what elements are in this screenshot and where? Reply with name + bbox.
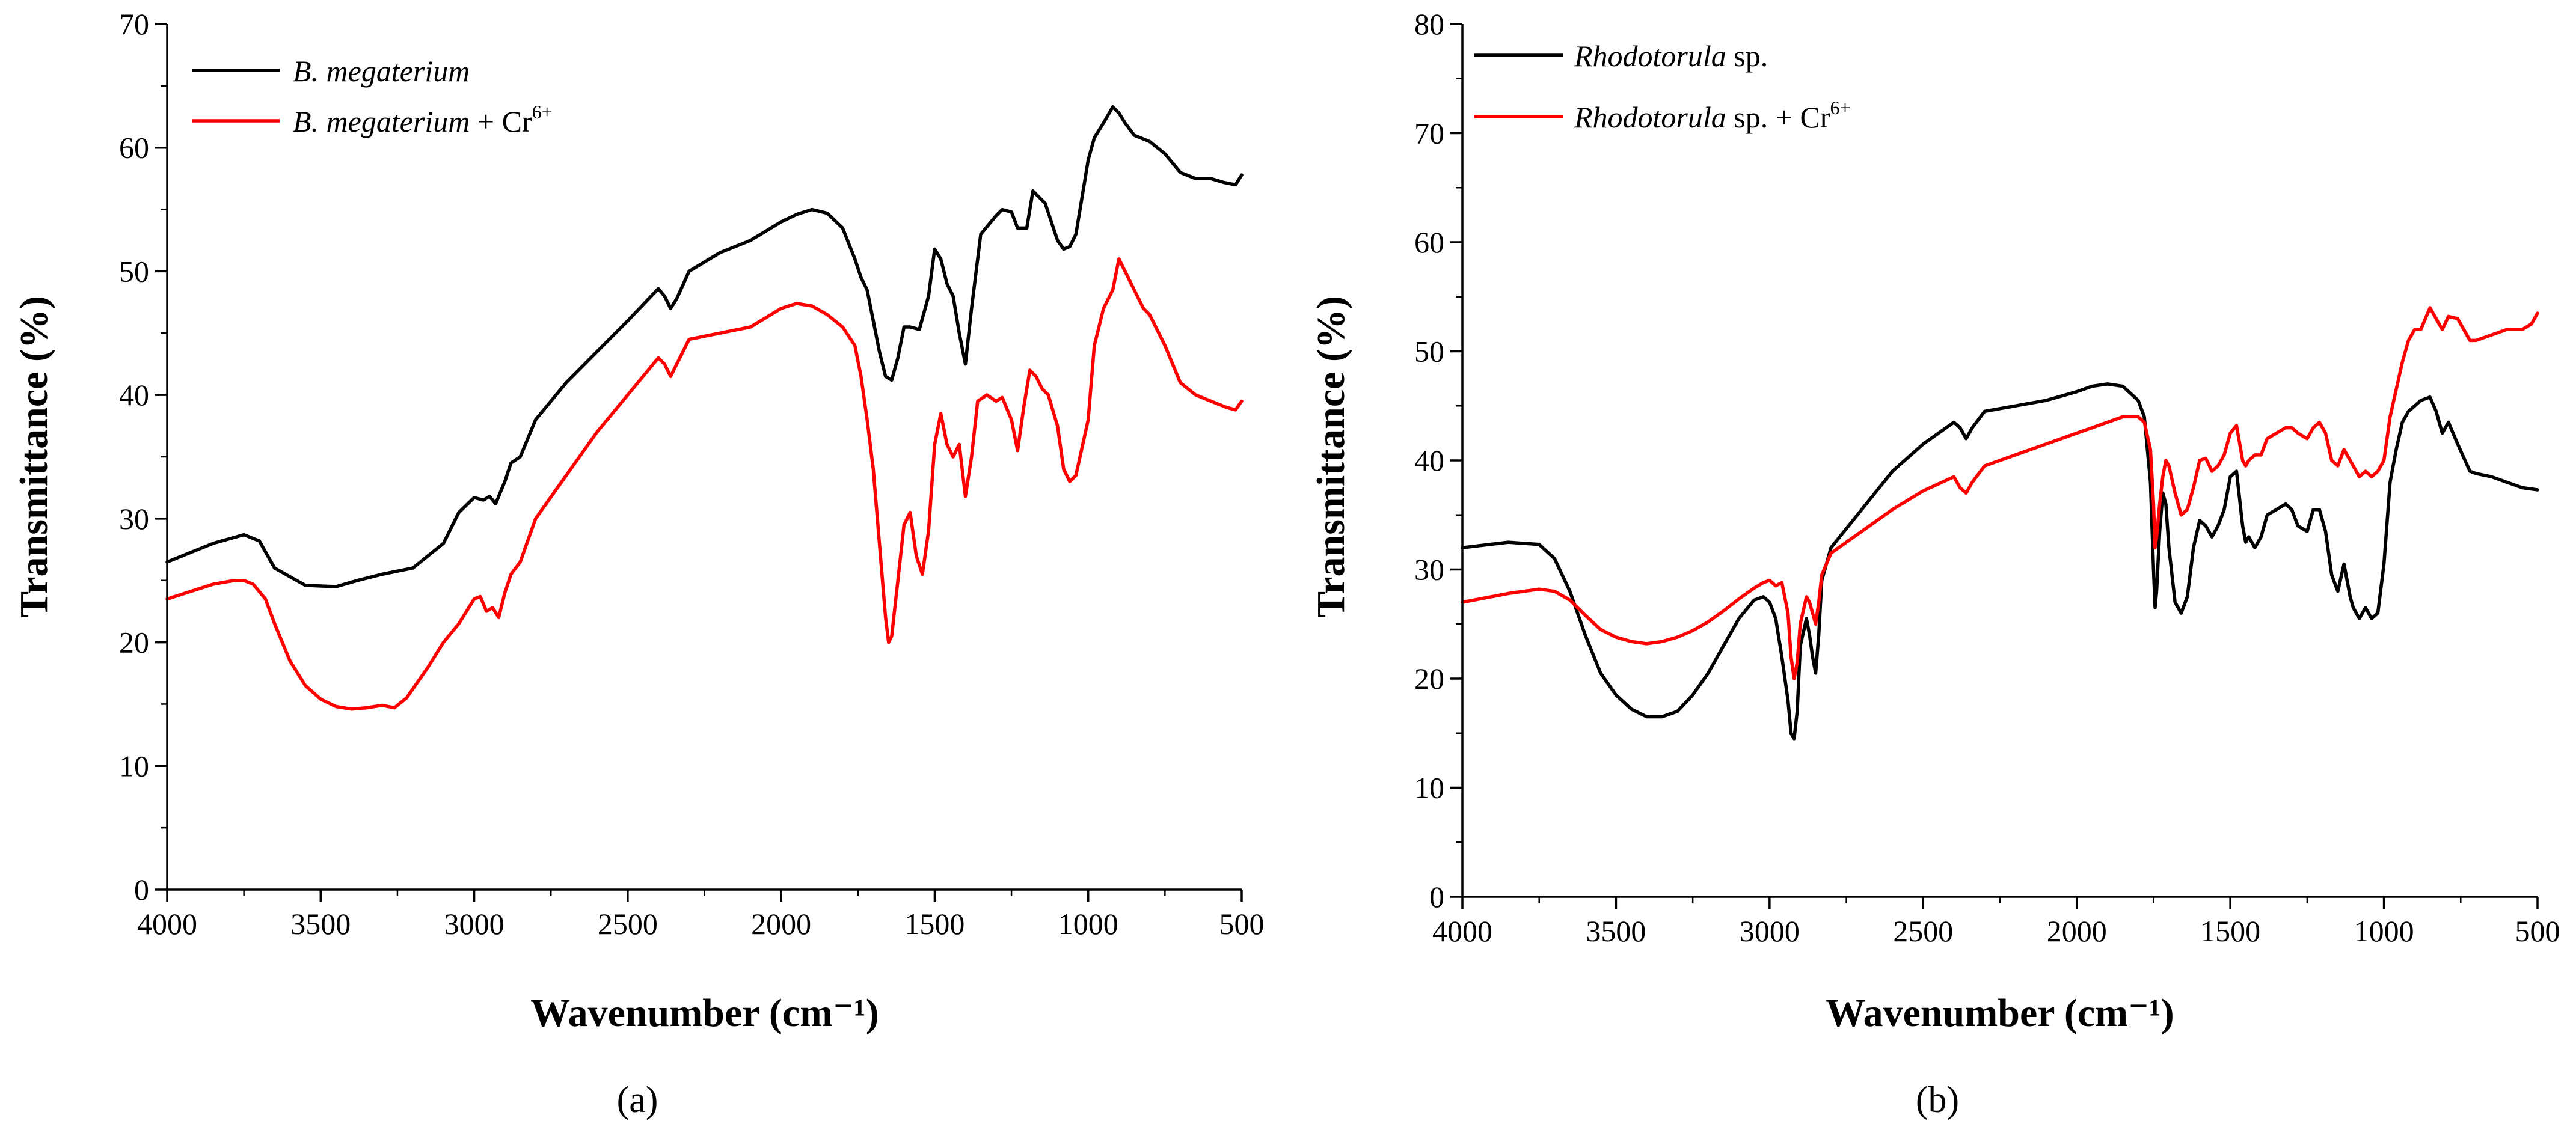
chart-b-ticks: 0 10 20 30 40 50 60 70 80 4000 3500 3000 2500 2000 150… (1414, 7, 2560, 948)
chart-b-y-tick-label: 10 (1414, 771, 1444, 805)
chart-a-legend-2-superscript: 6+ (532, 101, 553, 123)
chart-b-y-tick-label: 50 (1414, 335, 1444, 368)
chart-b-legend-1-italic: Rhodotorula (1574, 39, 1726, 73)
chart-b-y-tick-label: 30 (1414, 553, 1444, 587)
chart-a-x-tick-label: 500 (1219, 907, 1265, 941)
chart-a-y-tick-label: 10 (119, 749, 149, 783)
chart-a-y-tick-label: 40 (119, 378, 149, 412)
chart-a-panel-label: (a) (617, 1080, 658, 1120)
chart-b: 0 10 20 30 40 50 60 70 80 4000 3500 3000 2500 2000 150… (1309, 7, 2560, 1120)
chart-a-legend-2-italic: B. megaterium (293, 105, 470, 138)
chart-b-legend-1-suffix: sp. (1726, 39, 1768, 73)
chart-b-series (1461, 306, 2539, 741)
chart-b-x-tick-label: 1500 (2200, 914, 2260, 948)
chart-b-x-tick-label: 3500 (1586, 914, 1646, 948)
chart-a-series-line-1 (165, 105, 1244, 588)
chart-b-series-line-2 (1461, 306, 2539, 680)
chart-b-x-tick-label: 1000 (2354, 914, 2414, 948)
chart-a-y-tick-label: 30 (119, 502, 149, 536)
chart-a-y-tick-label: 60 (119, 131, 149, 165)
chart-b-y-tick-label: 80 (1414, 7, 1444, 41)
chart-b-legend: Rhodotorula sp. Rhodotorula sp. + Cr6+ (1474, 39, 1851, 134)
chart-b-legend-label-2: Rhodotorula sp. + Cr6+ (1574, 97, 1851, 134)
chart-b-panel-label: (b) (1916, 1080, 1959, 1120)
chart-b-y-tick-label: 20 (1414, 662, 1444, 695)
chart-b-x-tick-label: 2500 (1893, 914, 1953, 948)
chart-a-legend-label-2: B. megaterium + Cr6+ (293, 101, 553, 138)
chart-a-x-tick-label: 3500 (290, 907, 351, 941)
chart-a-legend: B. megaterium B. megaterium + Cr6+ (192, 54, 553, 138)
chart-a-x-tick-label: 1000 (1058, 907, 1118, 941)
chart-b-series-line-1 (1461, 382, 2539, 741)
chart-b-y-tick-label: 40 (1414, 444, 1444, 477)
chart-a-y-tick-label: 50 (119, 254, 149, 288)
chart-b-legend-2-superscript: 6+ (1830, 97, 1850, 118)
chart-a-x-tick-label: 2500 (598, 907, 658, 941)
chart-a-y-axis-title: Transmittance (%) (12, 296, 56, 618)
chart-b-y-tick-label: 60 (1414, 225, 1444, 259)
chart-b-x-tick-label: 2000 (2047, 914, 2107, 948)
chart-a-series (165, 105, 1244, 711)
chart-a-x-tick-label: 2000 (751, 907, 811, 941)
chart-b-legend-2-italic: Rhodotorula (1574, 100, 1726, 134)
chart-a-series-line-2 (165, 257, 1244, 711)
chart-a-x-tick-label: 3000 (444, 907, 504, 941)
chart-b-x-tick-label: 3000 (1740, 914, 1800, 948)
chart-b-x-tick-label: 4000 (1432, 914, 1492, 948)
chart-a-y-tick-label: 20 (119, 626, 149, 659)
chart-b-legend-2-suffix: sp. + Cr (1726, 100, 1830, 134)
chart-b-x-tick-label: 500 (2515, 914, 2560, 948)
chart-a-x-tick-label: 4000 (137, 907, 197, 941)
chart-a-x-tick-label: 1500 (904, 907, 964, 941)
chart-a-y-tick-label: 70 (119, 7, 149, 41)
chart-a: 0 10 20 30 40 50 60 70 4000 3500 3000 2500 2000 1500 1… (12, 7, 1265, 1120)
chart-b-y-tick-label: 0 (1429, 880, 1444, 914)
chart-a-legend-1-italic: B. megaterium (293, 54, 470, 88)
chart-a-legend-label-1: B. megaterium (293, 54, 470, 88)
chart-b-legend-label-1: Rhodotorula sp. (1574, 39, 1768, 73)
chart-b-x-axis-title: Wavenumber (cm⁻¹) (1826, 991, 2174, 1035)
chart-a-x-axis-title: Wavenumber (cm⁻¹) (530, 991, 879, 1035)
chart-a-legend-2-suffix: + Cr (470, 105, 532, 138)
chart-a-ticks: 0 10 20 30 40 50 60 70 4000 3500 3000 2500 2000 1500 1… (119, 7, 1265, 941)
chart-a-y-tick-label: 0 (134, 873, 149, 906)
chart-b-y-axis-title: Transmittance (%) (1309, 296, 1353, 618)
chart-b-y-tick-label: 70 (1414, 117, 1444, 150)
